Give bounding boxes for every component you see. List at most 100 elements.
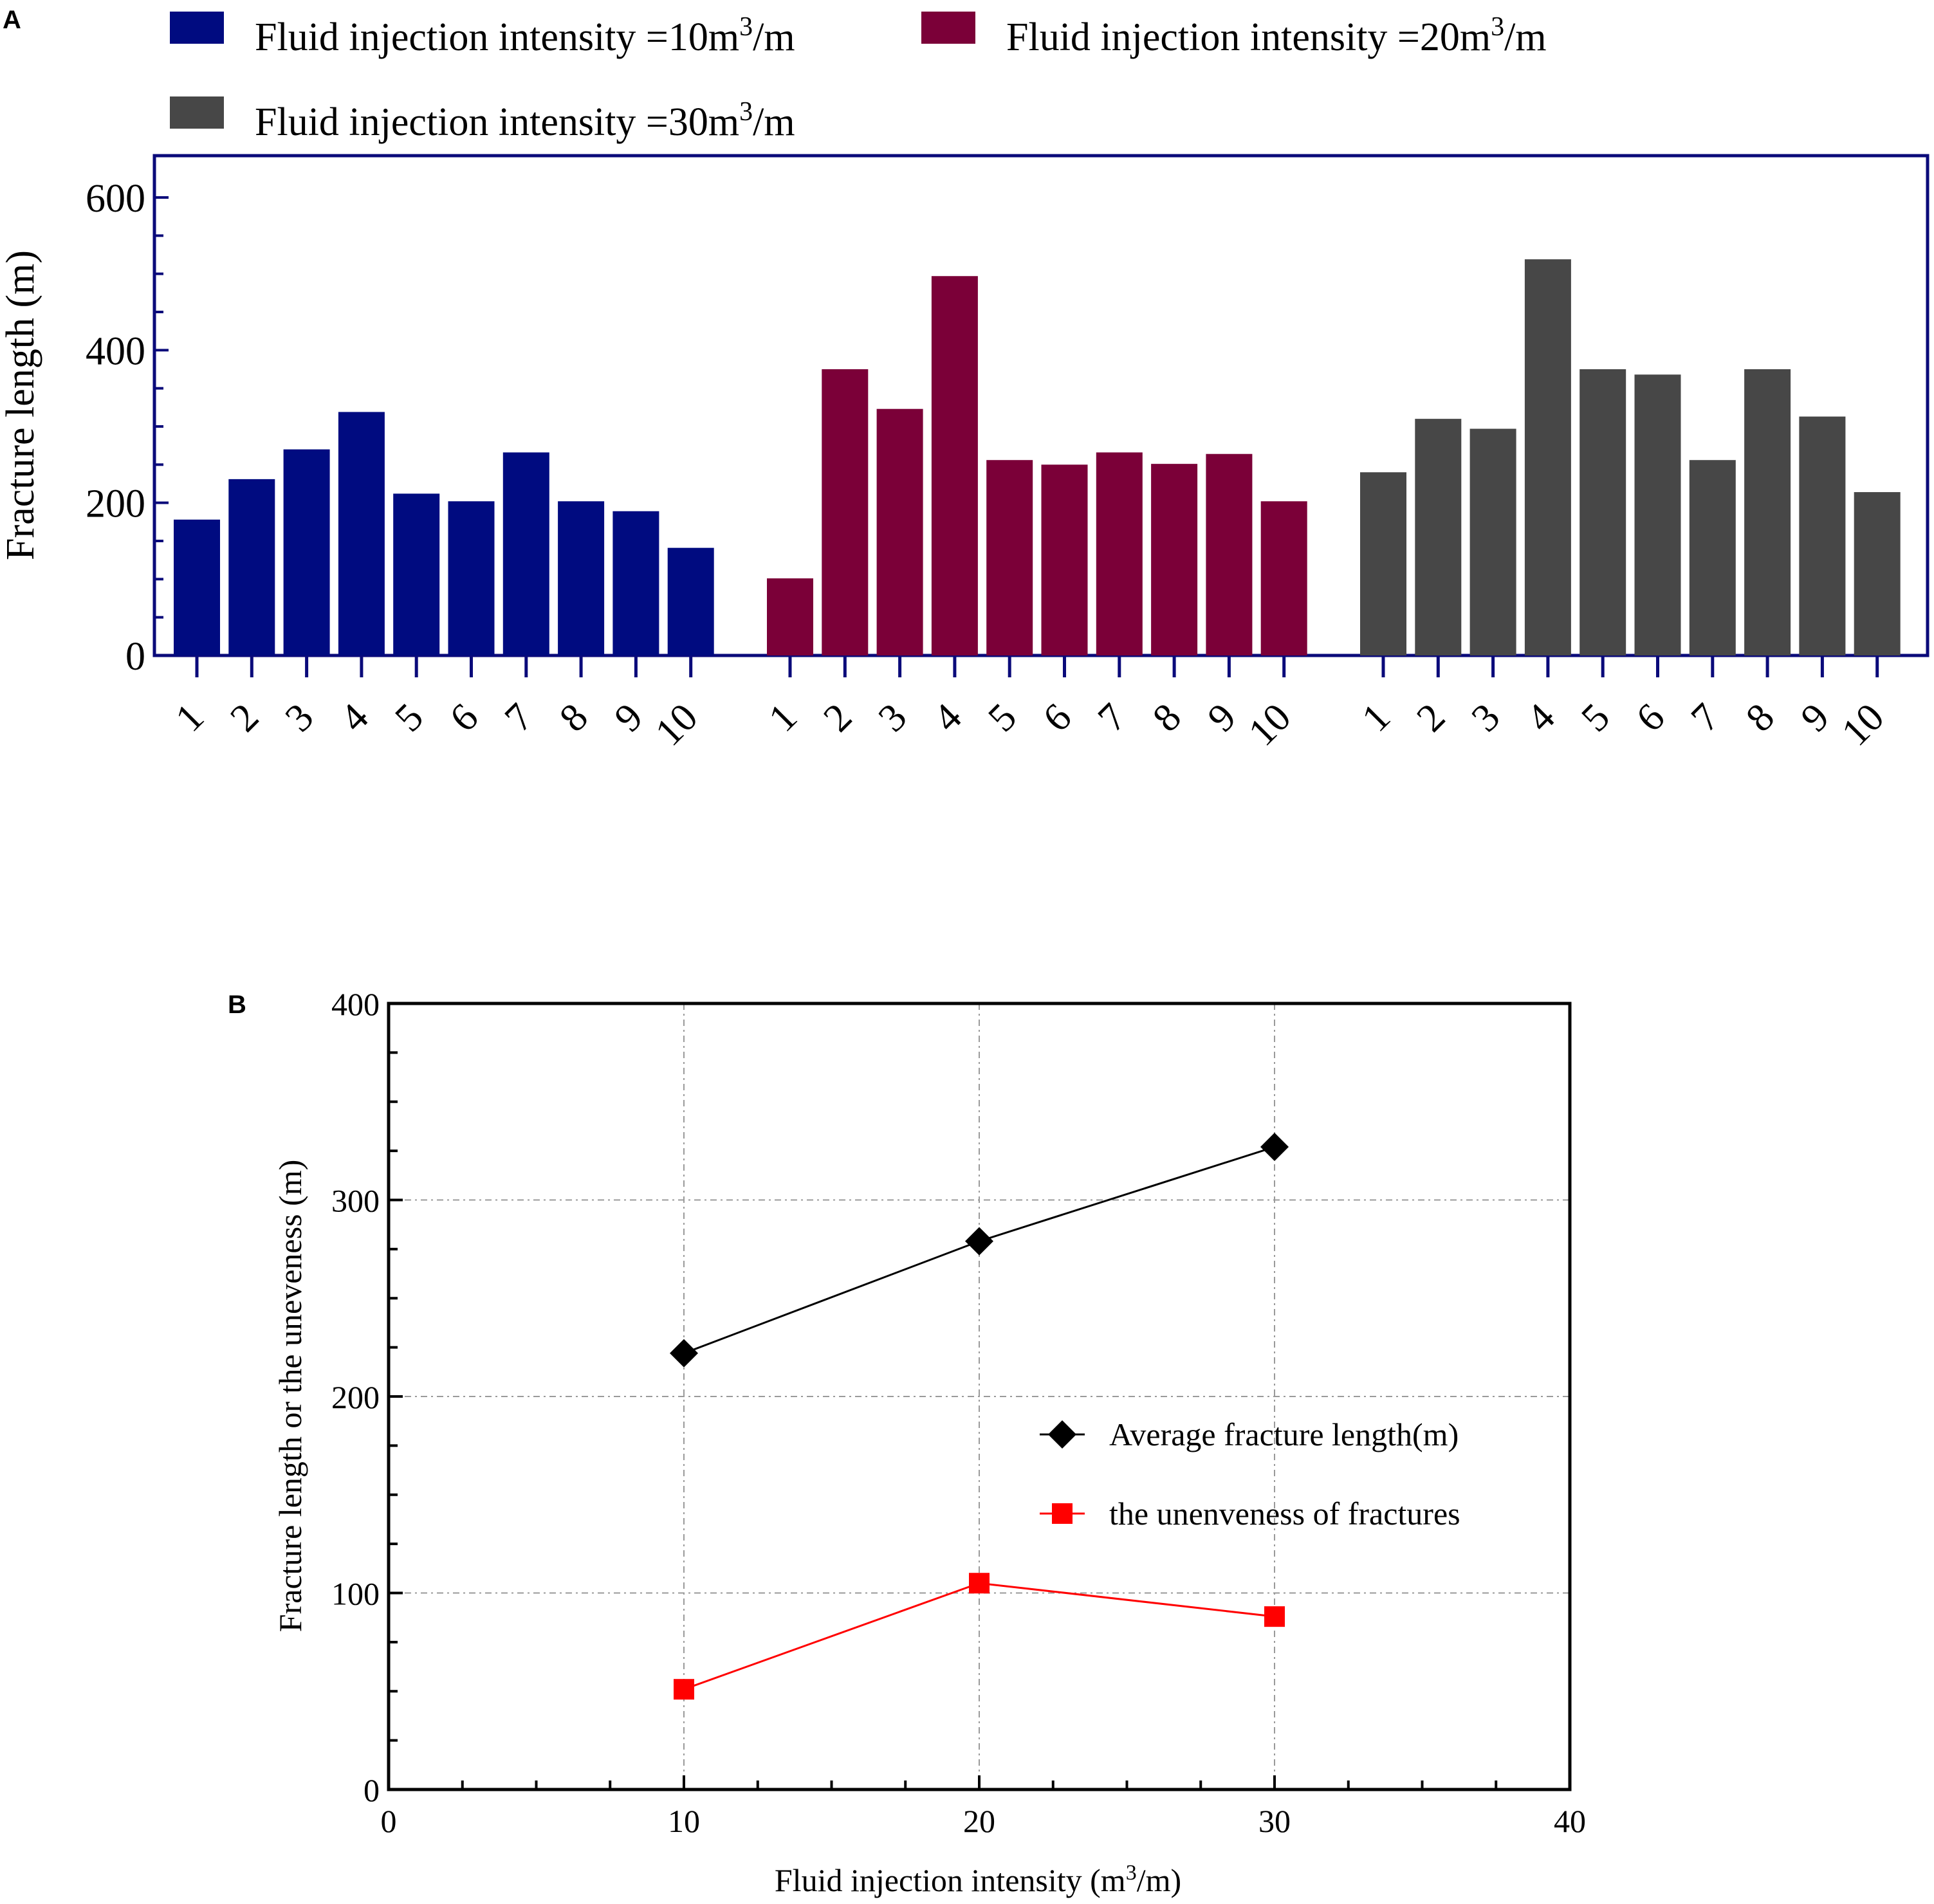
x-tick-label: 9	[606, 695, 651, 740]
x-tick-label: 3	[870, 695, 915, 740]
y-tick-label: 100	[331, 1576, 380, 1612]
y-tick-label: 400	[331, 986, 380, 1022]
x-tick-label: 40	[1554, 1803, 1586, 1839]
panel-b-x-axis-label: Fluid injection intensity (m3/m)	[775, 1861, 1181, 1899]
legend-marker-1	[1048, 1420, 1076, 1449]
panel-a-legend: Fluid injection intensity =10m3/m Fluid i…	[170, 12, 1547, 144]
legend-swatch-3	[170, 96, 224, 129]
bar-s1-c9	[612, 511, 659, 655]
bar-s2-c8	[1151, 464, 1198, 655]
panel-b-legend: Average fracture length(m) the unenveness…	[1040, 1416, 1460, 1532]
legend-marker-2	[1052, 1503, 1073, 1524]
bar-s2-c7	[1096, 452, 1143, 655]
panel-b-label: B	[228, 991, 246, 1019]
bar-s3-c10	[1854, 492, 1901, 655]
x-tick-label: 6	[441, 695, 486, 740]
series-1-point-2	[965, 1227, 993, 1256]
panel-b-y-axis-label: Fracture length or the uneveness (m)	[272, 1160, 308, 1632]
bar-s3-c2	[1415, 419, 1462, 655]
bar-s1-c8	[558, 501, 605, 655]
bar-s2-c9	[1206, 453, 1253, 655]
series-2-point-1	[674, 1679, 694, 1700]
x-tick-label: 3	[1463, 695, 1508, 740]
x-tick-label: 10	[1834, 695, 1893, 755]
y-tick-label: 600	[86, 177, 145, 221]
bar-s1-c4	[338, 412, 385, 655]
bar-s3-c9	[1799, 416, 1846, 655]
bar-s3-c7	[1689, 460, 1736, 655]
bar-s1-c7	[502, 452, 549, 655]
x-tick-label: 5	[1573, 695, 1618, 740]
y-tick-label: 200	[86, 482, 145, 526]
y-tick-label: 200	[331, 1379, 380, 1415]
panel-a-y-axis-label: Fracture length (m)	[0, 250, 42, 560]
x-tick-label: 10	[1240, 695, 1300, 755]
x-tick-label: 4	[1518, 695, 1563, 740]
x-tick-label: 2	[815, 695, 860, 740]
bar-s2-c4	[931, 276, 978, 655]
x-tick-label: 1	[760, 695, 806, 740]
x-tick-label: 2	[1408, 695, 1453, 740]
x-tick-label: 3	[277, 695, 322, 740]
legend-label-2: Fluid injection intensity =20m3/m	[1006, 12, 1547, 59]
bar-s3-c5	[1579, 369, 1626, 655]
x-tick-label: 6	[1035, 695, 1080, 740]
legend-label-1: Fluid injection intensity =10m3/m	[255, 12, 795, 59]
legend-swatch-2	[921, 12, 975, 44]
bar-s1-c1	[174, 519, 220, 655]
series-2-point-3	[1264, 1606, 1285, 1627]
legend-label-2: the unenveness of fractures	[1109, 1496, 1460, 1532]
bar-s2-c2	[822, 369, 869, 655]
bar-s1-c3	[283, 449, 330, 655]
x-tick-label: 2	[222, 695, 267, 740]
y-tick-label: 0	[364, 1772, 380, 1808]
x-tick-label: 0	[381, 1803, 397, 1839]
bar-s1-c5	[393, 493, 440, 655]
panel-a-bar-chart: A Fluid injection intensity =10m3/m Fluid…	[0, 6, 1929, 755]
x-tick-label: 7	[1090, 695, 1135, 740]
series-2-point-2	[969, 1573, 990, 1594]
x-tick-label: 20	[963, 1803, 995, 1839]
x-tick-label: 4	[925, 695, 970, 740]
panel-b-grid	[389, 1003, 1570, 1790]
legend-swatch-1	[170, 12, 224, 44]
x-tick-label: 1	[167, 695, 212, 740]
bar-s2-c6	[1041, 464, 1088, 655]
bar-s3-c3	[1469, 428, 1516, 655]
series-1-point-3	[1260, 1133, 1289, 1162]
bar-s3-c6	[1634, 374, 1681, 655]
x-tick-label: 7	[497, 695, 542, 740]
x-tick-label: 8	[1145, 695, 1190, 740]
x-tick-label: 9	[1792, 695, 1837, 740]
legend-label-1: Average fracture length(m)	[1109, 1416, 1459, 1452]
y-tick-label: 0	[125, 635, 145, 679]
bar-s1-c10	[667, 547, 714, 655]
bar-s2-c10	[1260, 501, 1307, 655]
bar-s3-c1	[1360, 472, 1406, 655]
series-1-point-1	[670, 1339, 698, 1368]
x-tick-label: 30	[1258, 1803, 1291, 1839]
x-tick-label: 6	[1628, 695, 1673, 740]
x-tick-label: 4	[332, 695, 377, 740]
x-tick-label: 5	[387, 695, 432, 740]
bar-s3-c8	[1744, 369, 1791, 655]
panel-b-series	[670, 1133, 1289, 1700]
x-tick-label: 10	[668, 1803, 700, 1839]
x-tick-label: 7	[1683, 695, 1728, 740]
x-tick-label: 8	[551, 695, 596, 740]
panel-a-y-axis: 0 200 400 600	[86, 177, 169, 679]
panel-a-x-ticks: 1 2 3 4 5 6 7 8 910 1 2 3 4 5 6 7 8 910 1 2 3 4 5 6 7 8 910	[167, 655, 1893, 755]
bar-s1-c6	[448, 501, 495, 655]
panel-a-bars	[174, 259, 1901, 655]
bar-s1-c2	[228, 479, 275, 655]
panel-a-label: A	[3, 6, 21, 34]
panel-a-plot-frame	[152, 154, 1929, 657]
bar-s2-c5	[986, 460, 1033, 655]
bar-s2-c1	[767, 578, 813, 655]
y-tick-label: 400	[86, 329, 145, 373]
x-tick-label: 1	[1354, 695, 1399, 740]
y-tick-label: 300	[331, 1183, 380, 1219]
